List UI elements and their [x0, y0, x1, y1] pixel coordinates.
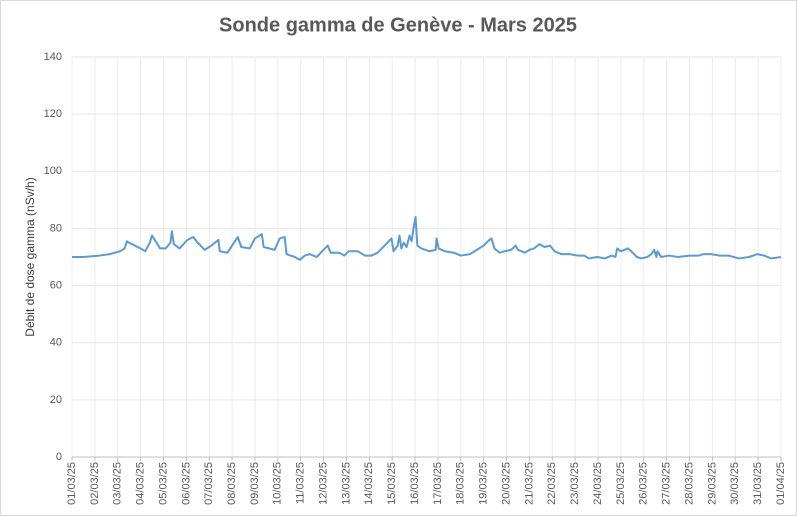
- y-tick-label: 100: [44, 165, 62, 177]
- x-tick-label: 05/03/25: [157, 462, 169, 505]
- x-tick-label: 01/04/25: [775, 462, 787, 505]
- x-tick-label: 29/03/25: [706, 462, 718, 505]
- x-tick-label: 20/03/25: [500, 462, 512, 505]
- y-axis-label: Débit de dose gamma (nSv/h): [23, 177, 37, 336]
- x-tick-label: 17/03/25: [432, 462, 444, 505]
- x-tick-label: 22/03/25: [546, 462, 558, 505]
- x-tick-label: 08/03/25: [226, 462, 238, 505]
- x-tick-label: 26/03/25: [638, 462, 650, 505]
- y-tick-label: 140: [44, 51, 62, 63]
- x-tick-label: 18/03/25: [455, 462, 467, 505]
- x-tick-label: 24/03/25: [592, 462, 604, 505]
- x-tick-label: 03/03/25: [112, 462, 124, 505]
- x-tick-label: 14/03/25: [363, 462, 375, 505]
- x-tick-label: 12/03/25: [317, 462, 329, 505]
- x-tick-label: 28/03/25: [683, 462, 695, 505]
- chart-title: Sonde gamma de Genève - Mars 2025: [219, 14, 577, 36]
- x-tick-label: 27/03/25: [661, 462, 673, 505]
- x-tick-label: 07/03/25: [203, 462, 215, 505]
- y-tick-label: 0: [56, 451, 62, 463]
- y-tick-label: 120: [44, 108, 62, 120]
- x-tick-label: 06/03/25: [180, 462, 192, 505]
- x-tick-label: 09/03/25: [249, 462, 261, 505]
- x-tick-label: 10/03/25: [272, 462, 284, 505]
- y-tick-label: 40: [50, 337, 62, 349]
- x-tick-label: 04/03/25: [135, 462, 147, 505]
- x-tick-label: 31/03/25: [752, 462, 764, 505]
- x-tick-label: 13/03/25: [340, 462, 352, 505]
- x-tick-label: 15/03/25: [386, 462, 398, 505]
- x-tick-label: 23/03/25: [569, 462, 581, 505]
- y-tick-label: 20: [50, 394, 62, 406]
- y-tick-label: 60: [50, 279, 62, 291]
- x-tick-label: 25/03/25: [615, 462, 627, 505]
- x-tick-label: 11/03/25: [295, 462, 307, 504]
- x-tick-label: 02/03/25: [89, 462, 101, 505]
- x-tick-label: 21/03/25: [523, 462, 535, 505]
- x-tick-label: 01/03/25: [66, 462, 78, 505]
- x-tick-label: 19/03/25: [478, 462, 490, 505]
- data-line: [72, 216, 782, 261]
- y-tick-label: 80: [50, 222, 62, 234]
- x-tick-label: 16/03/25: [409, 462, 421, 505]
- x-tick-label: 30/03/25: [729, 462, 741, 505]
